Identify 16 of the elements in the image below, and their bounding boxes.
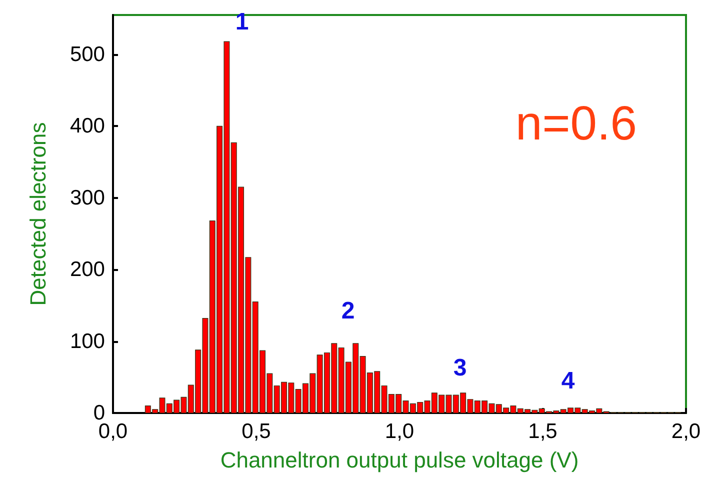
x-tick-label: 1,5	[528, 420, 558, 443]
annotation: n=0.6	[516, 98, 637, 150]
y-tick-label: 500	[70, 42, 105, 66]
x-tick-label: 0,5	[242, 420, 271, 443]
y-tick-label: 400	[70, 114, 105, 138]
y-tick-label: 300	[70, 186, 105, 210]
annotation: 3	[453, 354, 467, 382]
annotation: 2	[341, 298, 355, 324]
y-tick-label: 100	[70, 330, 105, 353]
x-tick-label: 2,0	[671, 420, 701, 443]
y-axis-title: Detected electrons	[26, 122, 50, 306]
annotation: 4	[561, 368, 576, 394]
y-tick-label: 200	[70, 258, 105, 282]
annotation: 1	[235, 8, 249, 36]
x-axis-title: Channeltron output pulse voltage (V)	[220, 448, 579, 472]
x-tick-label: 1,0	[384, 420, 414, 443]
